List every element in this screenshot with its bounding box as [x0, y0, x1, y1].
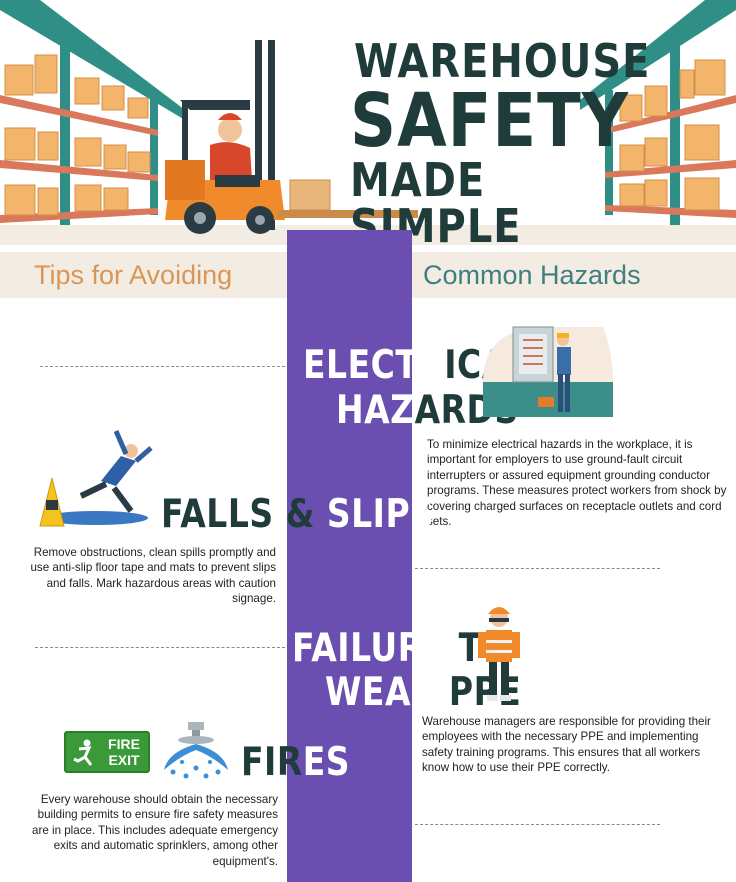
sprinkler-icon [164, 722, 228, 779]
title-line-1: WAREHOUSE [354, 35, 651, 89]
fires-heading: FIRES [241, 738, 351, 785]
forklift-icon [165, 40, 418, 234]
ppe-worker-icon [478, 607, 520, 701]
divider [35, 647, 285, 648]
ppe-text: Warehouse managers are responsible for p… [422, 715, 711, 775]
warehouse-shelf-icon [0, 0, 185, 225]
divider [40, 366, 285, 367]
running-person-icon [73, 739, 93, 766]
title-line-2: SAFETY [350, 79, 630, 165]
electrical-text: To minimize electrical hazards in the wo… [427, 438, 727, 529]
slipping-worker-icon [44, 430, 153, 525]
divider [415, 824, 660, 825]
fire-exit-line2: EXIT [108, 752, 140, 768]
header: WAREHOUSE SAFETY MADE SIMPLE [0, 0, 736, 245]
subtitle-right: Common Hazards [423, 260, 641, 290]
falls-text: Remove obstructions, clean spills prompt… [30, 546, 276, 606]
fire-exit-sign-icon: FIRE EXIT [64, 731, 150, 773]
divider [415, 568, 660, 569]
main-title: WAREHOUSE SAFETY MADE SIMPLE [350, 35, 651, 245]
wet-floor-sign-icon [39, 478, 65, 527]
fires-text: Every warehouse should obtain the necess… [32, 793, 278, 868]
subtitle-left: Tips for Avoiding [34, 260, 233, 290]
falls-heading: FALLS & SLIPS [161, 490, 435, 537]
fire-exit-line1: FIRE [108, 736, 140, 752]
center-purple-bar [287, 230, 412, 882]
electrician-icon [483, 326, 613, 417]
warehouse-shelf-icon [580, 0, 736, 225]
